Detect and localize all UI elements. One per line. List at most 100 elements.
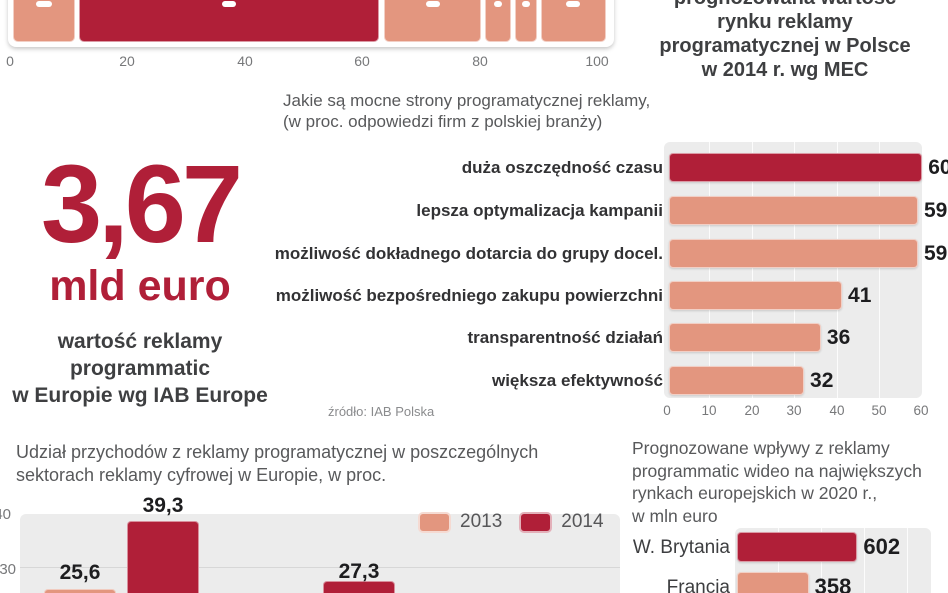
cut-off-label-remnant bbox=[566, 1, 581, 7]
bar-label: W. Brytania bbox=[632, 537, 730, 558]
sectors-plot-area bbox=[20, 514, 620, 593]
stacked-segment bbox=[515, 0, 537, 42]
gridline bbox=[864, 528, 865, 593]
bar-row: 59 bbox=[669, 196, 947, 225]
axis-tick: 0 bbox=[663, 403, 671, 418]
caption-line: programmatic bbox=[69, 357, 211, 380]
strengths-chart-title: Jakie są mocne strony programatycznej re… bbox=[283, 90, 650, 132]
big-stat-value: 3,67 bbox=[40, 143, 243, 266]
bar-row: 602 bbox=[737, 532, 900, 562]
title-line: Prognozowane wpływy z reklamy bbox=[632, 438, 890, 458]
bar-row: 32 bbox=[669, 366, 833, 395]
stacked-segment bbox=[79, 0, 379, 42]
legend-swatch-2014 bbox=[519, 511, 553, 533]
axis-tick: 20 bbox=[744, 403, 760, 418]
axis-tick: 80 bbox=[472, 53, 488, 69]
strengths-plot-area bbox=[664, 142, 922, 398]
gridline bbox=[794, 142, 795, 398]
axis-tick: 60 bbox=[913, 403, 929, 418]
axis-tick: 30 bbox=[786, 403, 802, 418]
bar-label: duża oszczędność czasu bbox=[461, 158, 663, 177]
title-line: sektorach reklamy cyfrowej w Europie, w … bbox=[16, 465, 387, 485]
bar-value: 602 bbox=[863, 534, 901, 559]
stacked-segment bbox=[13, 0, 75, 42]
bar bbox=[669, 323, 821, 352]
bar-label: transparentność działań bbox=[467, 328, 663, 347]
gridline bbox=[20, 567, 620, 568]
bar-value: 36 bbox=[826, 325, 851, 349]
bar bbox=[669, 366, 805, 395]
bar-row: 59 bbox=[669, 239, 947, 268]
bar bbox=[669, 196, 918, 225]
title-line: Jakie są mocne strony programatycznej re… bbox=[283, 91, 651, 110]
bar-2013 bbox=[44, 589, 116, 593]
gridline bbox=[709, 142, 710, 398]
mec-heading-line: prognozowana wartość bbox=[622, 0, 948, 10]
source-note: źródło: IAB Polska bbox=[328, 404, 435, 419]
axis-tick: 40 bbox=[237, 53, 253, 69]
big-stat-unit: mld euro bbox=[49, 262, 231, 310]
sectors-chart-title: Udział przychodów z reklamy programatycz… bbox=[16, 441, 538, 487]
title-line: rynkach europejskich w 2020 r., bbox=[632, 483, 878, 503]
bar-value: 27,3 bbox=[338, 560, 380, 583]
title-line: programmatic wideo na największych bbox=[632, 460, 922, 481]
mec-heading-line: programatycznej w Polsce bbox=[659, 35, 911, 57]
bar-label: lepsza optymalizacja kampanii bbox=[416, 201, 663, 220]
axis-tick: 100 bbox=[585, 53, 609, 69]
bar-value: 39,3 bbox=[142, 494, 184, 517]
axis-tick: 60 bbox=[354, 53, 370, 69]
stacked-segment bbox=[541, 0, 606, 42]
mec-heading-line: rynku reklamy bbox=[717, 11, 853, 33]
y-axis-tick: 30 bbox=[0, 561, 16, 578]
gridline bbox=[907, 528, 908, 593]
bar-value: 41 bbox=[848, 283, 872, 307]
caption-line: wartość reklamy bbox=[57, 330, 223, 353]
bar-value: 25,6 bbox=[59, 561, 101, 584]
bar bbox=[737, 532, 858, 562]
bar-row: 60 bbox=[669, 153, 948, 182]
bar-label: możliwość bezpośredniego zakupu powierzc… bbox=[275, 286, 663, 305]
bar bbox=[669, 281, 843, 310]
stacked-bar-chart bbox=[8, 0, 614, 47]
bar bbox=[669, 153, 923, 182]
axis-tick: 0 bbox=[6, 53, 14, 69]
stacked-segment bbox=[384, 0, 482, 42]
bar-row: 41 bbox=[669, 281, 871, 310]
bar-2014 bbox=[323, 580, 395, 593]
bar-value: 59 bbox=[923, 241, 948, 265]
cut-off-label-remnant bbox=[35, 1, 52, 7]
bar-value: 60 bbox=[928, 155, 948, 179]
gridline bbox=[879, 142, 880, 398]
legend-swatch-2013 bbox=[418, 511, 451, 533]
bar-value: 358 bbox=[814, 574, 852, 593]
axis-tick: 40 bbox=[829, 403, 845, 418]
axis-tick: 50 bbox=[871, 403, 887, 418]
big-stat-caption: wartość reklamy programmatic w Europie w… bbox=[10, 328, 270, 409]
caption-line: w Europie wg IAB Europe bbox=[12, 384, 268, 407]
cut-off-label-remnant bbox=[425, 1, 440, 7]
legend-label: 2014 bbox=[561, 511, 604, 532]
gridline bbox=[752, 142, 753, 398]
stacked-segment bbox=[485, 0, 511, 42]
cut-off-label-remnant bbox=[221, 1, 236, 7]
gridline bbox=[837, 142, 838, 398]
cut-off-label-remnant bbox=[521, 1, 530, 7]
axis-tick: 20 bbox=[119, 53, 135, 69]
cut-off-label-remnant bbox=[493, 1, 502, 7]
bar-row: 358 bbox=[737, 572, 851, 593]
title-line: Udział przychodów z reklamy programatycz… bbox=[16, 442, 539, 462]
bar-2014 bbox=[127, 520, 199, 593]
bar-label: Francja bbox=[666, 577, 730, 593]
title-line: (w proc. odpowiedzi firm z polskiej bran… bbox=[283, 112, 603, 131]
y-axis-tick: 40 bbox=[0, 506, 11, 523]
title-line: w mln euro bbox=[632, 505, 718, 526]
mec-heading: prognozowana wartość rynku reklamy progr… bbox=[622, 0, 948, 82]
bar-value: 32 bbox=[810, 368, 834, 392]
bar bbox=[737, 572, 809, 593]
legend-label: 2013 bbox=[460, 511, 503, 532]
axis-tick: 10 bbox=[701, 403, 717, 418]
bar-label: możliwość dokładnego dotarcia do grupy d… bbox=[274, 244, 663, 263]
legend: 2013 2014 bbox=[418, 511, 604, 533]
video-chart-title: Prognozowane wpływy z reklamy programmat… bbox=[632, 437, 922, 527]
